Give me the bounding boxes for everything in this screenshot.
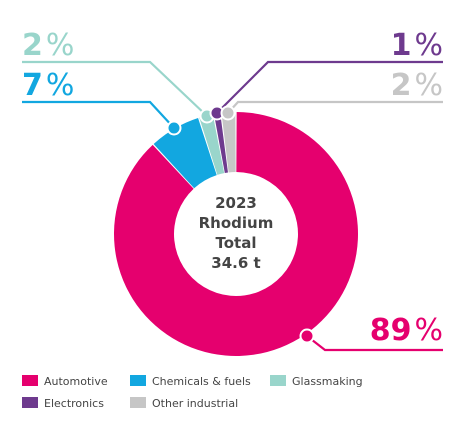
legend-label-automotive: Automotive [44,375,108,388]
center-label-line-2: Rhodium [199,214,274,232]
percent-value-chemicals-fuels: 7 [22,68,43,103]
percent-unit-chemicals-fuels: % [46,68,75,103]
center-label-line-4: 34.6 t [211,254,260,272]
legend-swatch-chemicals-fuels [130,375,146,386]
slice-chemicals-fuels [153,118,217,189]
donut-center-label: 2023 Rhodium Total 34.6 t [199,194,274,272]
slice-automotive [113,112,358,356]
percent-label-chemicals-fuels: 7% [22,68,74,103]
leader-line-chemicals-fuels [22,100,175,129]
slice-glassmaking [199,114,225,175]
percent-value-electronics: 1 [391,28,412,63]
percent-unit-glassmaking: % [46,28,75,63]
legend-swatch-automotive [22,375,38,386]
percent-unit-automotive: % [414,313,443,348]
percent-value-other-industrial: 2 [391,68,412,103]
leader-dot-other-industrial [220,105,236,121]
percent-unit-other-industrial: % [414,68,443,103]
slice-other-industrial [221,112,236,173]
legend-swatch-other-industrial [130,397,146,408]
percent-label-other-industrial: 2% [391,68,443,103]
leader-dot-chemicals-fuels [166,120,182,136]
percent-unit-electronics: % [414,28,443,63]
percent-value-glassmaking: 2 [22,28,43,63]
leader-lines [22,60,443,352]
percentage-labels: 89 %7 %2% 1 %2% [22,28,443,348]
leader-line-other-industrial [227,100,443,114]
center-label-line-1: 2023 [215,194,257,212]
leader-line-glassmaking [22,60,208,117]
leader-line-automotive [306,335,443,352]
percent-label-electronics: 1% [391,28,443,63]
percent-label-automotive: 89% [370,313,443,348]
legend-label-other-industrial: Other industrial [152,397,238,410]
percent-label-glassmaking: 2% [22,28,74,63]
slice-electronics [213,113,228,174]
legend-label-electronics: Electronics [44,397,104,410]
center-label-line-3: Total [216,234,257,252]
legend: Automotive Chemicals & fuels Glassmaking El… [22,375,363,410]
legend-swatch-glassmaking [270,375,286,386]
donut-slices [113,112,358,356]
legend-label-glassmaking: Glassmaking [292,375,363,388]
leader-line-electronics [216,60,443,114]
leader-dot-automotive [299,328,315,344]
percent-value-automotive: 89 [370,313,412,348]
legend-swatch-electronics [22,397,38,408]
legend-label-chemicals-fuels: Chemicals & fuels [152,375,251,388]
